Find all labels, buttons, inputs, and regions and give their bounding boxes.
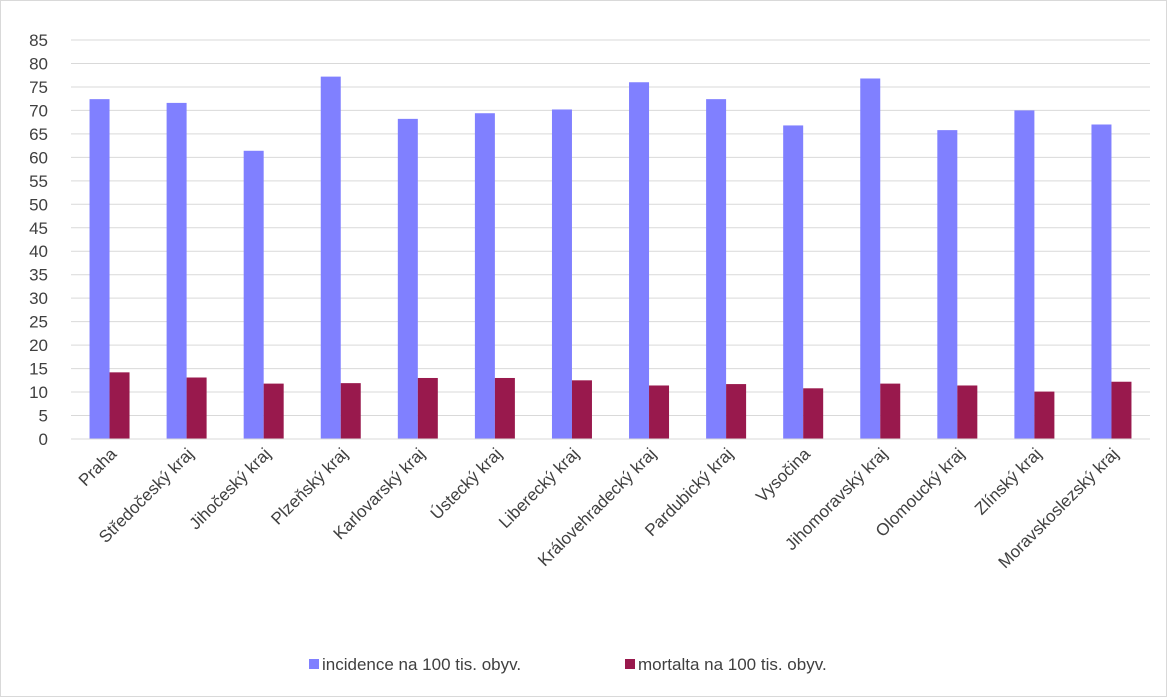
bar-mortalta — [494, 377, 515, 439]
gridlines — [71, 39, 1150, 417]
bar-incidence — [937, 130, 958, 439]
bar-incidence — [89, 99, 110, 440]
legend-label-incidence: incidence na 100 tis. obyv. — [322, 655, 521, 674]
y-tick-label: 85 — [29, 31, 48, 50]
bar-incidence — [706, 99, 727, 440]
bar-incidence — [783, 125, 804, 440]
bar-incidence — [1091, 124, 1112, 440]
y-tick-label: 40 — [29, 242, 48, 261]
y-tick-label: 15 — [29, 360, 48, 379]
bar-mortalta — [1111, 381, 1132, 439]
bar-incidence — [551, 109, 572, 440]
y-tick-label: 65 — [29, 125, 48, 144]
bar-mortalta — [109, 372, 130, 439]
y-tick-label: 35 — [29, 266, 48, 285]
y-tick-label: 75 — [29, 78, 48, 97]
bar-incidence — [397, 118, 418, 439]
x-tick-label: Ústecký kraj — [427, 444, 506, 523]
x-tick-label: Plzeňský kraj — [267, 444, 351, 528]
y-tick-label: 5 — [39, 407, 48, 426]
legend-label-mortalta: mortalta na 100 tis. obyv. — [638, 655, 827, 674]
bars — [89, 76, 1132, 440]
y-tick-label: 70 — [29, 101, 48, 120]
x-tick-label: Vysočina — [752, 444, 814, 506]
y-tick-label: 60 — [29, 148, 48, 167]
y-tick-label: 10 — [29, 383, 48, 402]
legend-swatch-mortalta — [625, 659, 635, 669]
y-axis-ticks: 0 5 10 15 20 25 30 35 40 45 50 55 60 65 70 75 80 85 — [29, 31, 48, 449]
bar-mortalta — [340, 383, 361, 439]
legend-swatch-incidence — [309, 659, 319, 669]
bar-mortalta — [186, 377, 207, 439]
y-tick-label: 0 — [39, 430, 48, 449]
bar-mortalta — [880, 383, 901, 439]
y-tick-label: 30 — [29, 289, 48, 308]
bar-mortalta — [417, 377, 438, 439]
bar-incidence — [166, 102, 187, 439]
bar-mortalta — [571, 380, 592, 439]
bar-incidence — [320, 76, 341, 439]
bar-mortalta — [726, 384, 747, 439]
bar-mortalta — [803, 388, 824, 439]
y-tick-label: 25 — [29, 313, 48, 332]
bar-incidence — [629, 82, 650, 439]
y-tick-label: 20 — [29, 336, 48, 355]
bar-incidence — [243, 150, 264, 439]
x-tick-label: Jihočeský kraj — [186, 444, 275, 533]
x-tick-label: Zlínský kraj — [971, 444, 1045, 518]
y-tick-label: 45 — [29, 219, 48, 238]
bar-mortalta — [649, 385, 670, 439]
bar-incidence — [474, 113, 495, 439]
legend: incidence na 100 tis. obyv. mortalta na … — [309, 655, 827, 674]
bar-mortalta — [957, 385, 978, 439]
x-tick-label: Liberecký kraj — [495, 444, 583, 532]
y-tick-label: 80 — [29, 54, 48, 73]
y-tick-label: 55 — [29, 172, 48, 191]
x-tick-label: Praha — [75, 444, 121, 490]
y-tick-label: 50 — [29, 195, 48, 214]
bar-incidence — [860, 78, 881, 440]
bar-mortalta — [1034, 391, 1055, 439]
bar-mortalta — [263, 383, 284, 439]
bar-incidence — [1014, 110, 1035, 439]
